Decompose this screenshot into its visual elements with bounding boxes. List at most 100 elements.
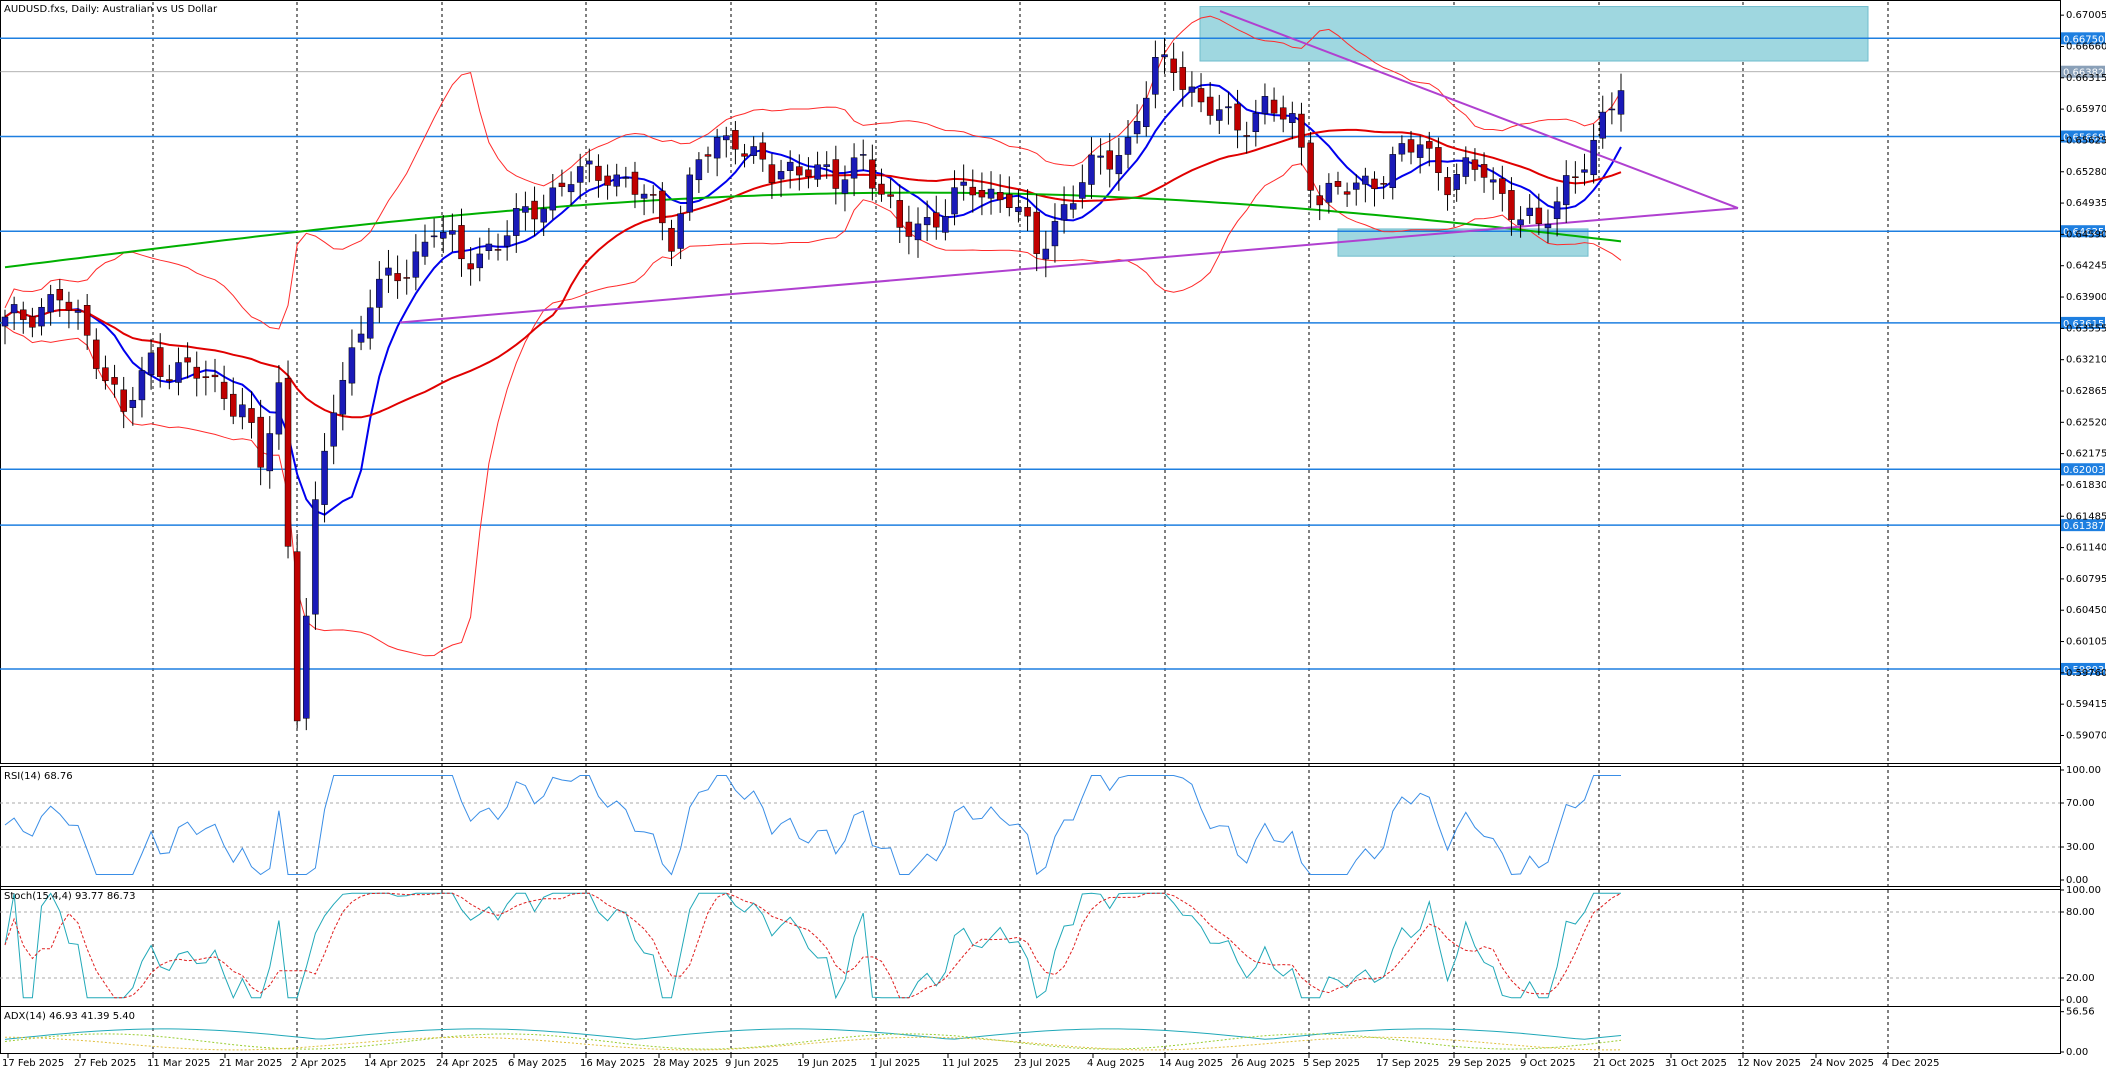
candle-body: [476, 253, 484, 269]
candle-body: [622, 177, 630, 179]
candle-body: [1371, 178, 1378, 189]
candle-body: [120, 389, 127, 412]
candle-body: [1562, 175, 1570, 206]
date-label: 23 Jul 2025: [1014, 1058, 1071, 1069]
candle-body: [366, 307, 374, 339]
candle-body: [1060, 204, 1068, 221]
price-tick-label: 0.64590: [2066, 229, 2106, 240]
candle-body: [604, 175, 611, 186]
ma-slow: [4, 191, 1622, 269]
stoch-label: Stoch(15,4,4) 93.77 86.73: [4, 891, 135, 902]
candle-body: [987, 188, 995, 199]
candle-body: [1608, 108, 1616, 111]
candle-body: [220, 381, 228, 399]
candle-body: [20, 309, 27, 320]
candle-body: [166, 379, 173, 382]
candle-body: [1216, 109, 1223, 121]
price-tick-label: 0.60795: [2066, 574, 2106, 585]
candle-body: [1599, 111, 1606, 139]
date-label: 11 Mar 2025: [147, 1058, 210, 1069]
date-label: 21 Mar 2025: [219, 1058, 282, 1069]
date-label: 28 May 2025: [653, 1058, 718, 1069]
candle-body: [576, 166, 584, 183]
candle-body: [357, 333, 365, 343]
rsi-label: RSI(14) 68.76: [4, 771, 73, 782]
price-tick-label: 0.59415: [2066, 699, 2106, 710]
candle-body: [1380, 183, 1387, 185]
candle-body: [713, 136, 721, 159]
candlesticks: [1, 38, 1625, 731]
candle-body: [513, 208, 520, 236]
candle-body: [503, 235, 511, 247]
plus-di-line: [4, 1033, 1622, 1050]
candle-body: [1261, 96, 1269, 114]
candle-body: [1079, 182, 1086, 199]
candle-body: [1015, 207, 1022, 213]
candle-body: [1051, 221, 1059, 247]
candle-body: [275, 382, 283, 435]
indicator-lines: 100.0070.0030.000.00100.0080.0020.000.00…: [0, 765, 2101, 1058]
horizontal-levels: 0.66750 0.65668 0.64625 0.63615 0.62003 0.613…: [0, 32, 2105, 676]
price-tick-label: 0.63900: [2066, 292, 2106, 303]
bollinger-upper: [4, 15, 1622, 330]
price-tick-label: 0.65970: [2066, 104, 2106, 115]
adx-panel[interactable]: [0, 1006, 2061, 1054]
candle-body: [284, 377, 292, 547]
candle-body: [750, 146, 757, 156]
candle-body: [1334, 181, 1342, 187]
candle-body: [458, 225, 465, 260]
candle-body: [951, 187, 958, 215]
current-price-tag: [2061, 65, 2105, 78]
candle-body: [1416, 144, 1424, 158]
candle-body: [193, 366, 200, 379]
candle-body: [522, 206, 529, 213]
date-label: 9 Oct 2025: [1520, 1058, 1575, 1069]
candle-body: [1279, 107, 1287, 120]
candle-body: [1106, 150, 1113, 170]
candle-body: [1480, 164, 1488, 178]
candle-body: [1298, 113, 1305, 148]
date-label: 6 May 2025: [508, 1058, 567, 1069]
stoch-main-line: [4, 892, 1621, 1000]
level-label: 0.65668: [2063, 133, 2104, 144]
candle-body: [1161, 54, 1168, 58]
candle-body: [348, 347, 356, 384]
rsi-axis-label: 0.00: [2066, 875, 2088, 886]
candle-body: [1133, 121, 1141, 135]
candle-body: [230, 393, 237, 417]
date-label: 4 Aug 2025: [1087, 1058, 1145, 1069]
rsi-axis-label: 30.00: [2066, 842, 2095, 853]
candle-body: [293, 551, 301, 722]
candle-body: [531, 200, 538, 220]
candle-body: [1, 316, 9, 327]
level-label: 0.61387: [2063, 521, 2104, 532]
candle-body: [668, 227, 675, 252]
price-tick-label: 0.65280: [2066, 167, 2106, 178]
price-tick-label: 0.62520: [2066, 417, 2106, 428]
level-label: 0.64625: [2063, 227, 2104, 238]
candle-body: [814, 164, 821, 180]
moving-averages: [4, 83, 1622, 516]
trendlines: [399, 10, 1739, 324]
price-axis: 0.67005 0.66660 0.66315 0.65970 0.65625 0.652…: [2060, 10, 2106, 741]
candle-body: [759, 142, 767, 160]
candle-body: [1115, 155, 1123, 175]
candle-body: [1352, 182, 1360, 190]
price-tick-label: 0.60105: [2066, 637, 2106, 648]
stoch-panel[interactable]: [0, 886, 2061, 1007]
candle-body: [147, 352, 155, 376]
candle-body: [796, 166, 803, 176]
ma-mid: [4, 128, 1622, 419]
candle-body: [631, 171, 639, 195]
candle-body: [1069, 203, 1077, 210]
rsi-panel[interactable]: [0, 766, 2061, 890]
date-axis: 17 Feb 2025 27 Feb 2025 11 Mar 2025 21 Mar …: [2, 1054, 1940, 1069]
candle-body: [494, 249, 502, 251]
candle-body: [1152, 57, 1159, 95]
rsi-axis-label: 100.00: [2066, 765, 2101, 776]
candle-body: [1343, 191, 1351, 195]
candle-body: [1426, 141, 1433, 149]
price-panel[interactable]: [0, 0, 2061, 764]
adx-axis-label: 0.00: [2066, 1047, 2088, 1058]
